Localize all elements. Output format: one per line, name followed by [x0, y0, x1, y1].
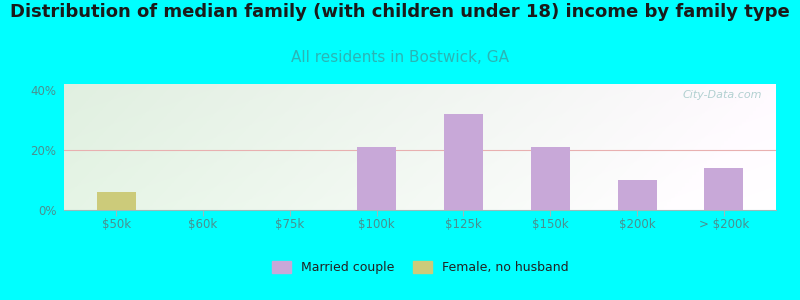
Bar — [704, 168, 743, 210]
Text: City-Data.com: City-Data.com — [682, 90, 762, 100]
Text: All residents in Bostwick, GA: All residents in Bostwick, GA — [291, 50, 509, 64]
Bar — [97, 192, 136, 210]
Legend: Married couple, Female, no husband: Married couple, Female, no husband — [267, 256, 573, 279]
Bar — [357, 147, 396, 210]
Bar — [530, 147, 570, 210]
Text: Distribution of median family (with children under 18) income by family type: Distribution of median family (with chil… — [10, 3, 790, 21]
Bar — [444, 114, 483, 210]
Bar — [618, 180, 657, 210]
